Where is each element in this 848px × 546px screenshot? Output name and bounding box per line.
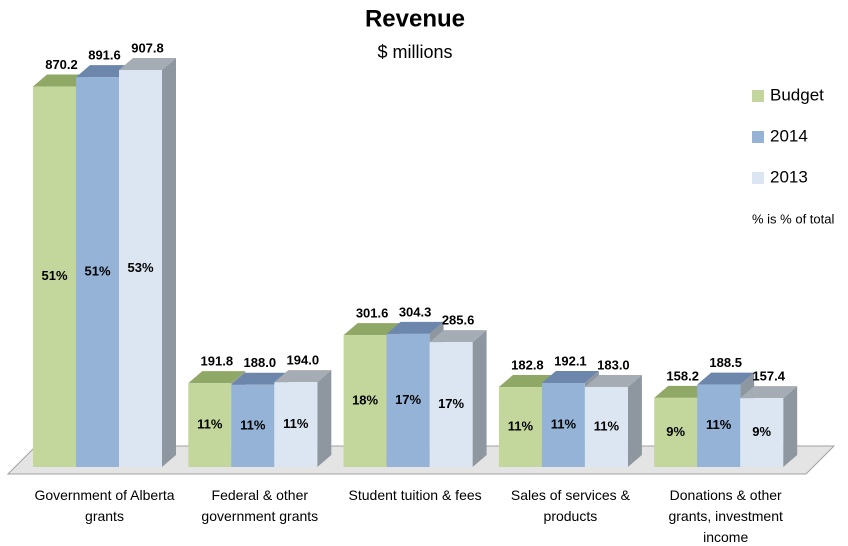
bar-top — [386, 321, 444, 334]
legend-swatch — [752, 90, 764, 102]
bar-side — [783, 386, 798, 467]
share-label: 53% — [127, 260, 153, 275]
bar — [740, 398, 784, 467]
value-label: 157.4 — [752, 369, 785, 384]
share-label: 11% — [594, 418, 620, 433]
value-label: 301.6 — [356, 306, 389, 321]
bar-top — [119, 58, 176, 70]
bar-top — [33, 74, 90, 87]
x-tick-label: Federal & other government grants — [201, 487, 319, 524]
bar-side — [317, 370, 332, 467]
bar-top — [274, 370, 332, 383]
share-label: 17% — [438, 396, 464, 411]
legend-swatch — [752, 172, 764, 184]
value-label: 158.2 — [666, 368, 699, 383]
value-label: 191.8 — [201, 354, 234, 369]
x-tick-label: Government of Alberta grants — [34, 487, 175, 524]
bar — [498, 387, 542, 467]
share-label: 17% — [395, 392, 421, 407]
value-label: 870.2 — [45, 57, 78, 72]
value-label: 285.6 — [442, 313, 475, 328]
share-label: 11% — [508, 418, 534, 433]
share-label: 9% — [752, 424, 771, 439]
share-label: 51% — [41, 268, 67, 283]
bar-top — [429, 330, 487, 343]
share-label: 18% — [352, 392, 378, 407]
bar-top — [498, 375, 556, 388]
bar — [654, 397, 698, 467]
bar-side — [472, 330, 487, 467]
bar-top — [654, 385, 712, 398]
x-tick-label: Donations & other grants, investment inc… — [668, 487, 783, 545]
note: % is % of total — [752, 211, 834, 226]
share-label: 11% — [551, 416, 577, 431]
bar-top — [584, 374, 642, 387]
bar-side — [627, 374, 642, 467]
value-label: 192.1 — [554, 353, 587, 368]
share-label: 11% — [706, 417, 732, 432]
chart-subtitle: $ millions — [377, 42, 452, 62]
x-tick-label: Student tuition & fees — [348, 487, 482, 503]
bar-top — [76, 65, 133, 78]
bar — [33, 86, 76, 467]
bar — [274, 382, 318, 467]
legend-label: 2013 — [770, 167, 808, 186]
bar-top — [541, 370, 599, 383]
bar — [697, 384, 741, 467]
value-label: 188.0 — [244, 355, 277, 370]
bar-top — [343, 323, 401, 336]
bar-top — [231, 372, 289, 385]
share-label: 9% — [666, 424, 685, 439]
legend-swatch — [752, 131, 764, 143]
value-label: 183.0 — [597, 357, 630, 372]
share-label: 11% — [283, 416, 309, 431]
bar — [119, 70, 162, 467]
bar — [429, 342, 473, 467]
value-label: 182.8 — [511, 357, 544, 372]
share-label: 11% — [197, 416, 223, 431]
bar — [343, 335, 387, 467]
chart-title: Revenue — [365, 5, 465, 32]
share-label: 11% — [240, 417, 266, 432]
bar-top — [188, 371, 246, 384]
legend-label: Budget — [770, 85, 824, 104]
value-label: 304.3 — [399, 304, 432, 319]
bar — [231, 384, 275, 467]
bar-top — [697, 372, 755, 385]
value-label: 907.8 — [131, 40, 164, 55]
legend-label: 2014 — [770, 126, 808, 145]
bar — [76, 77, 119, 468]
value-label: 188.5 — [709, 355, 742, 370]
bar — [541, 382, 585, 467]
value-label: 194.0 — [287, 353, 320, 368]
share-label: 51% — [84, 263, 110, 278]
bar-side — [162, 58, 176, 467]
bar-top — [740, 386, 798, 399]
bar — [188, 383, 232, 467]
x-tick-label: Sales of services & products — [510, 487, 630, 524]
bar — [386, 333, 430, 467]
bar — [584, 386, 628, 467]
value-label: 891.6 — [88, 48, 121, 63]
